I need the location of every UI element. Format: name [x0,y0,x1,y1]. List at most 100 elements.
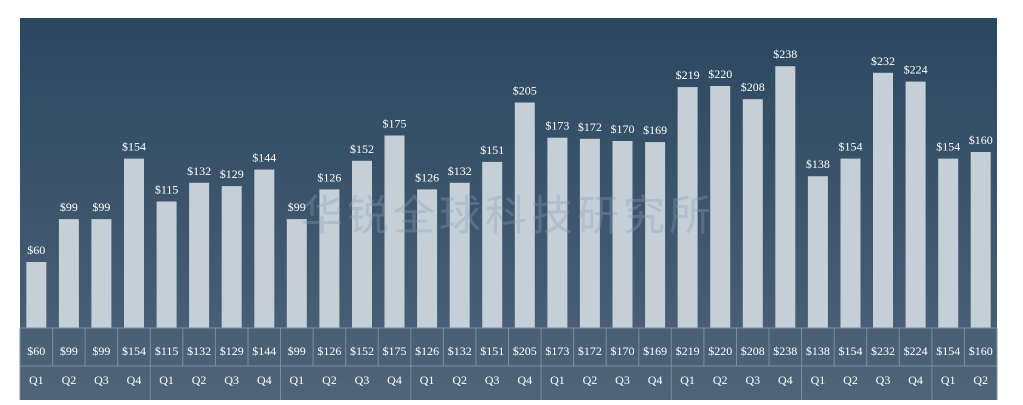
bar-value-label: $99 [92,200,110,214]
bar-value-label: $99 [288,200,306,214]
bar-value-label: $172 [578,120,602,134]
x-tick-label: Q2 [973,373,988,387]
x-tick-label: Q1 [420,373,435,387]
x-tick-label: Q3 [355,373,370,387]
x-tick-label: Q1 [550,373,565,387]
bar [677,87,698,328]
bar [156,201,177,328]
table-value-cell: $172 [578,344,602,358]
bar [286,219,307,328]
bar-value-label: $144 [252,151,276,165]
bar [579,138,600,328]
table-value-cell: $173 [545,344,569,358]
x-tick-label: Q4 [908,373,923,387]
bar-value-label: $115 [155,183,179,197]
table-value-cell: $132 [448,344,472,358]
bar-value-label: $60 [27,243,45,257]
bar [58,219,79,328]
table-value-cell: $126 [415,344,439,358]
bar-value-label: $132 [187,164,211,178]
table-value-cell: $151 [480,344,504,358]
x-tick-label: Q3 [876,373,891,387]
table-value-cell: $170 [611,344,635,358]
bar-value-label: $173 [545,119,569,133]
bar [970,152,991,328]
bar [449,182,470,328]
table-value-cell: $115 [155,344,179,358]
table-value-cell: $219 [676,344,700,358]
table-value-cell: $220 [708,344,732,358]
bar-value-label: $224 [904,63,928,77]
bar-value-label: $232 [871,54,895,68]
x-tick-label: Q4 [257,373,272,387]
bar-value-label: $154 [936,140,960,154]
x-tick-label: Q1 [289,373,304,387]
bar [319,189,340,328]
x-tick-label: Q4 [127,373,142,387]
bar [26,262,47,328]
bar [807,176,828,328]
bar-value-label: $154 [122,140,146,154]
x-tick-label: Q4 [387,373,402,387]
bar-value-label: $126 [415,170,439,184]
table-value-cell: $144 [252,344,276,358]
bar-value-label: $219 [676,68,700,82]
bar [221,186,242,328]
bar [645,142,666,328]
bar [417,189,438,328]
bar-value-label: $151 [480,143,504,157]
x-tick-label: Q1 [159,373,174,387]
bar [124,158,144,328]
bar [514,102,535,328]
table-value-cell: $60 [27,344,45,358]
table-value-cell: $224 [904,344,928,358]
bar [938,158,959,328]
table-value-cell: $132 [187,344,211,358]
table-value-cell: $129 [220,344,244,358]
bar [710,86,731,328]
table-value-cell: $138 [806,344,830,358]
bar [612,141,633,328]
table-value-cell: $205 [513,344,537,358]
bar-value-label: $205 [513,84,537,98]
bar [742,99,763,328]
table-value-cell: $175 [383,344,407,358]
x-tick-label: Q3 [615,373,630,387]
x-tick-label: Q2 [62,373,77,387]
bar-value-label: $152 [350,142,374,156]
table-value-cell: $154 [936,344,960,358]
x-tick-label: Q1 [941,373,956,387]
x-tick-label: Q2 [322,373,337,387]
table-value-cell: $99 [288,344,306,358]
bar [905,81,926,328]
bar-value-label: $175 [383,117,407,131]
table-value-cell: $152 [350,344,374,358]
x-tick-label: Q2 [583,373,598,387]
table-value-cell: $99 [60,344,78,358]
x-tick-label: Q3 [94,373,109,387]
table-value-cell: $208 [741,344,765,358]
bar-value-label: $99 [60,200,78,214]
bar-value-label: $208 [741,80,765,94]
bar [254,169,275,328]
x-tick-label: Q4 [778,373,793,387]
bar-value-label: $169 [643,123,667,137]
table-value-cell: $99 [92,344,110,358]
x-tick-label: Q2 [843,373,858,387]
x-tick-label: Q3 [485,373,500,387]
table-value-cell: $160 [969,344,993,358]
bar [384,135,405,328]
table-value-cell: $238 [773,344,797,358]
bar-value-label: $154 [839,140,863,154]
x-tick-label: Q1 [29,373,44,387]
table-value-cell: $154 [122,344,146,358]
bar-value-label: $170 [611,122,635,136]
x-tick-label: Q2 [713,373,728,387]
table-value-cell: $232 [871,344,895,358]
bar-value-label: $129 [220,167,244,181]
bar [91,219,112,328]
table-value-cell: $154 [839,344,863,358]
bar [840,158,861,328]
